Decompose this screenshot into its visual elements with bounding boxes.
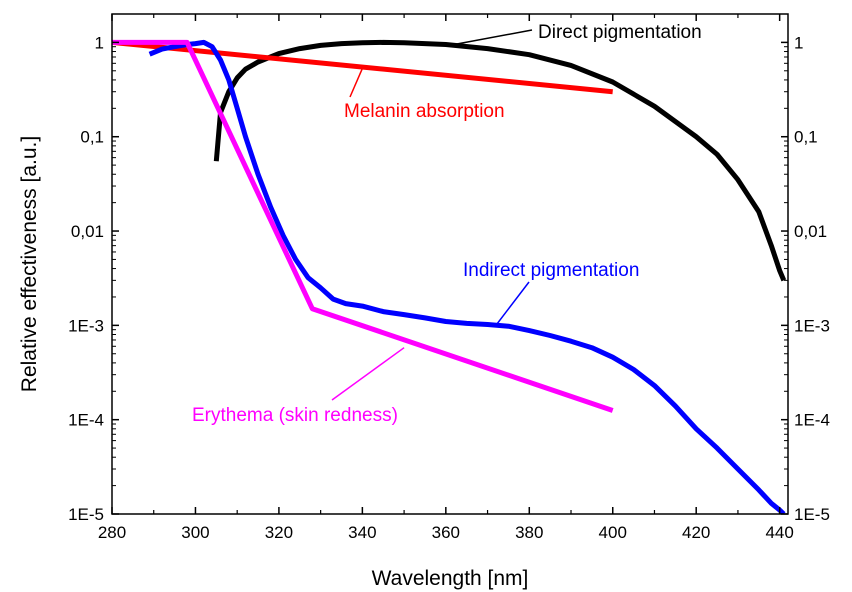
y-tick-label: 0,1 — [80, 128, 104, 147]
y-tick-label-right: 0,01 — [794, 222, 827, 241]
series-label-leader — [454, 29, 533, 46]
y-tick-label: 1 — [95, 33, 104, 52]
series-line-1 — [112, 39, 613, 95]
y-tick-label: 1E-4 — [68, 411, 104, 430]
series-label: Erythema (skin redness) — [192, 405, 398, 426]
y-tick-label-right: 1E-5 — [794, 505, 830, 524]
series-label: Indirect pigmentation — [463, 260, 639, 281]
y-tick-label: 1E-5 — [68, 505, 104, 524]
y-tick-label: 1E-3 — [68, 316, 104, 335]
x-tick-label: 440 — [765, 523, 793, 542]
x-tick-label: 340 — [348, 523, 376, 542]
series-label: Melanin absorption — [344, 101, 505, 122]
series-label: Direct pigmentation — [538, 22, 702, 43]
plot-frame — [111, 13, 789, 515]
x-tick-label: 420 — [682, 523, 710, 542]
y-tick-label-right: 0,1 — [794, 128, 818, 147]
series-line-3 — [112, 39, 614, 413]
y-tick-label-right: 1 — [794, 33, 803, 52]
y-axis-title: Relative effectiveness [a.u.] — [18, 136, 41, 392]
y-tick-label-right: 1E-3 — [794, 316, 830, 335]
x-tick-label: 380 — [515, 523, 543, 542]
y-tick-label-right: 1E-4 — [794, 411, 830, 430]
series-label-leader — [349, 68, 364, 98]
series-label-leader — [495, 281, 530, 326]
x-tick-label: 280 — [98, 523, 126, 542]
x-axis-title: Wavelength [nm] — [372, 567, 529, 590]
series-layer — [112, 39, 787, 514]
tick-layer: 280 300 320 340 360 380 400 420 440 1 1 0,1 0,1 0,01 0… — [68, 13, 830, 542]
x-tick-label: 360 — [432, 523, 460, 542]
series-label-leader — [331, 347, 405, 401]
x-tick-label: 400 — [599, 523, 627, 542]
label-layer: Direct pigmentation Melanin absorption Ind… — [192, 22, 702, 426]
x-tick-label: 300 — [181, 523, 209, 542]
x-tick-label: 320 — [265, 523, 293, 542]
series-line-0 — [213, 39, 787, 282]
series-line-2 — [148, 39, 786, 514]
y-tick-label: 0,01 — [71, 222, 104, 241]
